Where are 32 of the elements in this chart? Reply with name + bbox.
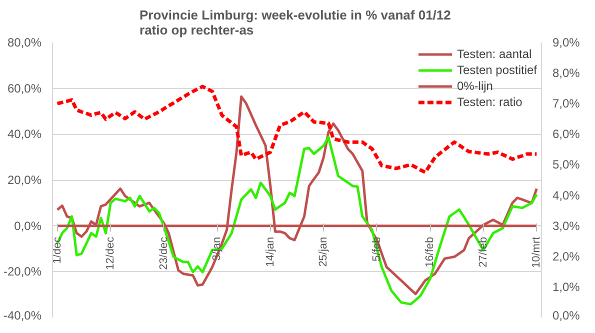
y2-tick-label: 7,0% xyxy=(552,96,580,111)
y-tick-label: -40,0% xyxy=(3,308,42,322)
y-tick-label: 0,0% xyxy=(14,218,42,233)
x-tick-label: 16/feb xyxy=(424,236,436,268)
y2-tick-label: 5,0% xyxy=(552,158,580,172)
y2-tick-label: 8,0% xyxy=(552,66,580,80)
x-tick-label: 3/jan xyxy=(211,236,224,261)
x-tick-label: 5/feb xyxy=(370,236,383,262)
x-tick-label: 14/jan xyxy=(264,236,276,267)
y-tick-label: 20,0% xyxy=(7,173,42,187)
y-tick-label: 40,0% xyxy=(7,127,42,142)
y2-tick-label: 0,0% xyxy=(552,308,580,322)
y2-tick-label: 4,0% xyxy=(552,188,580,202)
x-tick-label: 23/dec xyxy=(158,236,170,270)
legend-label: Testen: aantal xyxy=(456,46,532,62)
y2-tick-label: 9,0% xyxy=(552,36,580,50)
legend-label: Testen postitief xyxy=(456,62,537,78)
legend-label: 0%-lijn xyxy=(456,78,493,94)
y-tick-label: 80,0% xyxy=(7,36,42,50)
x-tick-label: 27/feb xyxy=(477,236,490,268)
y-tick-label: 60,0% xyxy=(7,81,42,96)
x-tick-label: 1/dec xyxy=(51,236,64,264)
y2-tick-label: 6,0% xyxy=(552,127,580,142)
x-tick-label: 25/jan xyxy=(318,236,330,267)
y-tick-label: -20,0% xyxy=(3,264,42,279)
y2-tick-label: 3,0% xyxy=(552,218,580,233)
chart-title: Provincie Limburg: week-evolutie in % vanaf 01/12 ratio op rechter-as xyxy=(140,8,451,38)
x-tick-label: 10/mrt xyxy=(530,236,543,268)
y2-tick-label: 1,0% xyxy=(552,280,580,294)
y2-tick-label: 2,0% xyxy=(552,249,580,264)
x-tick-label: 12/dec xyxy=(104,236,117,270)
legend-label: Testen: ratio xyxy=(456,94,522,110)
